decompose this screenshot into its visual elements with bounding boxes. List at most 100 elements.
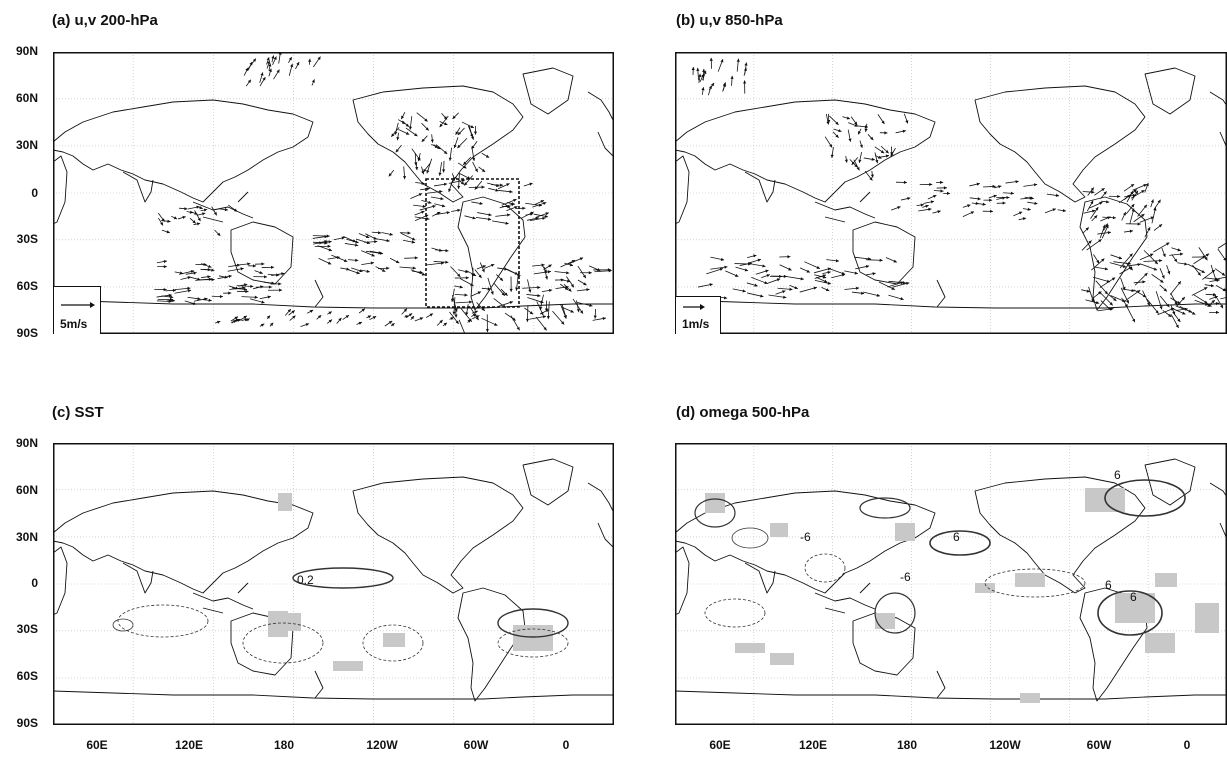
lat-label: 90S <box>16 716 38 730</box>
wind-vector-head <box>544 276 549 280</box>
wind-vector-head <box>271 55 275 59</box>
wind-vector-head <box>217 232 221 236</box>
panel-c-map: 0.2 <box>53 443 614 725</box>
wind-vector-head <box>311 79 315 83</box>
wind-vector-head <box>455 320 459 324</box>
wind-vector-head <box>1205 253 1210 257</box>
wind-vector-head <box>977 197 981 201</box>
wind-vector-head <box>1222 288 1227 292</box>
wind-vector-head <box>273 56 277 60</box>
wind-vector-head <box>1085 227 1089 231</box>
wind-vector-head <box>464 182 468 186</box>
lon-label: 60E <box>709 738 731 752</box>
lat-label: 30N <box>15 138 38 152</box>
wind-vector-head <box>163 288 167 292</box>
wind-vector-head <box>1181 296 1185 301</box>
wind-vector-head <box>1002 196 1006 200</box>
map-frame <box>675 52 1227 334</box>
wind-vector-head <box>173 216 178 220</box>
wind-vector-head <box>813 286 817 290</box>
shaded-region <box>975 583 995 593</box>
wind-vector <box>1119 253 1133 269</box>
wind-vector-head <box>1090 187 1094 191</box>
wind-vector-head <box>328 319 333 323</box>
wind-vector-head <box>1122 264 1127 268</box>
wind-vector-head <box>1131 204 1135 208</box>
wind-vector-head <box>499 277 504 281</box>
wind-vector-head <box>870 136 874 141</box>
wind-vector-head <box>563 315 567 319</box>
wind-vector-head <box>365 235 370 239</box>
wind-vector-head <box>445 260 449 264</box>
wind-vector-head <box>827 270 831 275</box>
wind-vector-head <box>511 202 515 206</box>
wind-vector-head <box>1113 297 1117 301</box>
wind-vector-head <box>448 157 452 161</box>
wind-vector-head <box>1101 258 1105 262</box>
map-frame <box>53 443 614 725</box>
wind-vector-head <box>571 260 576 263</box>
wind-vector-head <box>1134 190 1138 195</box>
wind-vector-head <box>421 138 425 142</box>
wind-vector-head <box>481 168 486 172</box>
wind-vector-head <box>443 150 448 154</box>
wind-vector-head <box>494 322 498 326</box>
contour-line <box>874 592 916 634</box>
wind-vector-head <box>341 236 345 240</box>
shaded-region <box>1145 633 1175 653</box>
wind-vector-head <box>207 275 211 279</box>
coastline <box>675 99 936 203</box>
contour-line <box>362 624 424 662</box>
wind-vector-head <box>453 144 457 149</box>
wind-vector-head <box>856 166 860 171</box>
wind-vector-head <box>485 154 490 158</box>
wind-vector-head <box>1203 287 1208 291</box>
wind-vector-head <box>439 190 443 194</box>
wind-vector <box>1099 277 1116 288</box>
wind-vector-head <box>424 118 428 122</box>
wind-vector-head <box>391 323 395 327</box>
shaded-region <box>278 493 292 511</box>
wind-vector-head <box>408 313 413 317</box>
wind-vector-head <box>266 57 270 61</box>
wind-vector-head <box>442 169 446 173</box>
wind-vector-head <box>528 289 532 293</box>
contour-line <box>694 498 736 528</box>
wind-vector-head <box>460 181 465 185</box>
wind-vector-head <box>488 213 492 217</box>
wind-vector-head <box>487 287 491 291</box>
coastline <box>1079 196 1148 311</box>
wind-vector-head <box>355 258 359 262</box>
wind-vector-head <box>1215 277 1219 281</box>
wind-vector-head <box>276 69 280 73</box>
wind-vector-head <box>457 273 461 277</box>
shaded-region <box>1020 693 1040 703</box>
wind-vector-head <box>163 259 167 264</box>
wind-vector-head <box>1158 224 1163 228</box>
wind-vector-head <box>443 322 447 326</box>
wind-vector-head <box>405 131 410 135</box>
wind-vector-head <box>1098 291 1102 295</box>
contour-label: -6 <box>900 570 911 584</box>
lat-label: 60N <box>15 91 38 105</box>
wind-vector-head <box>1118 256 1123 260</box>
coastline <box>352 476 524 594</box>
wind-vector-head <box>1027 207 1031 211</box>
contour-line <box>1104 479 1186 517</box>
wind-vector-head <box>202 212 206 216</box>
wind-vector-head <box>905 120 909 124</box>
wind-vector-head <box>1223 257 1227 261</box>
wind-vector-head <box>232 319 237 323</box>
wind-vector-head <box>259 285 264 289</box>
wind-vector-head <box>474 310 478 314</box>
wind-vector-head <box>903 180 907 184</box>
wind-vector-head <box>930 200 935 204</box>
wind-vector-head <box>870 174 874 178</box>
wind-vector-head <box>281 272 285 276</box>
wind-vector-head <box>1146 302 1150 306</box>
coastline <box>1144 67 1196 115</box>
coastline <box>1144 458 1196 506</box>
coastline <box>122 562 154 594</box>
wind-vector-head <box>247 262 251 266</box>
wind-vector-head <box>1153 207 1157 211</box>
